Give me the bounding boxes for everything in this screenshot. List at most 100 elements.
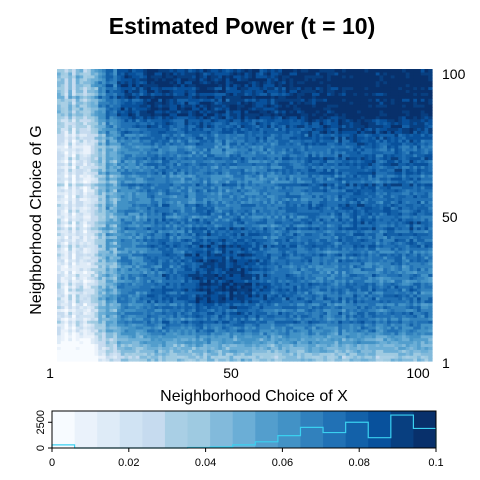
heatmap-cell bbox=[165, 159, 171, 164]
heatmap-cell bbox=[165, 177, 171, 181]
heatmap-cell bbox=[229, 165, 234, 169]
heatmap-cell bbox=[57, 317, 62, 321]
heatmap-cell bbox=[120, 273, 126, 277]
heatmap-cell bbox=[94, 194, 99, 199]
heatmap-cell bbox=[180, 127, 186, 131]
heatmap-cell bbox=[79, 188, 84, 193]
heatmap-cell bbox=[218, 77, 223, 82]
heatmap-cell bbox=[195, 346, 201, 350]
heatmap-cell bbox=[214, 317, 219, 321]
heatmap-cell bbox=[57, 206, 62, 210]
heatmap-cell bbox=[109, 244, 114, 248]
heatmap-cell bbox=[162, 150, 167, 155]
heatmap-cell bbox=[150, 340, 156, 345]
heatmap-cell bbox=[237, 206, 242, 210]
heatmap-cell bbox=[177, 142, 182, 146]
heatmap-cell bbox=[75, 238, 81, 242]
heatmap-cell bbox=[150, 229, 156, 234]
heatmap-cell bbox=[75, 250, 81, 254]
heatmap-cell bbox=[218, 229, 223, 234]
heatmap-cell bbox=[229, 118, 234, 123]
heatmap-cell bbox=[233, 267, 238, 272]
heatmap-cell bbox=[109, 69, 114, 73]
heatmap-cell bbox=[165, 241, 171, 245]
heatmap-cell bbox=[225, 121, 231, 126]
heatmap-cell bbox=[207, 139, 212, 143]
heatmap-cell bbox=[184, 343, 189, 347]
heatmap-cell bbox=[79, 276, 84, 280]
heatmap-cell bbox=[229, 317, 234, 321]
heatmap-cell bbox=[143, 328, 148, 333]
heatmap-cell bbox=[158, 133, 163, 137]
heatmap-cell bbox=[177, 168, 182, 172]
heatmap-cell bbox=[210, 346, 216, 350]
heatmap-cell bbox=[147, 191, 152, 196]
heatmap-cell bbox=[57, 238, 62, 242]
heatmap-cell bbox=[109, 337, 114, 342]
heatmap-cell bbox=[207, 95, 212, 99]
heatmap-cell bbox=[229, 235, 234, 239]
heatmap-cell bbox=[117, 252, 122, 257]
heatmap-cell bbox=[132, 323, 137, 327]
heatmap-cell bbox=[72, 226, 77, 231]
heatmap-cell bbox=[135, 215, 141, 219]
heatmap-cell bbox=[199, 229, 204, 234]
heatmap-cell bbox=[98, 314, 103, 318]
heatmap-cell bbox=[124, 270, 129, 274]
heatmap-cell bbox=[180, 200, 186, 204]
heatmap-cell bbox=[128, 334, 133, 339]
heatmap-cell bbox=[154, 171, 159, 175]
heatmap-cell bbox=[225, 358, 231, 362]
heatmap-cell bbox=[177, 267, 182, 272]
heatmap-cell bbox=[150, 127, 156, 131]
heatmap-cell bbox=[120, 241, 126, 245]
heatmap-cell bbox=[68, 226, 73, 231]
heatmap-cell bbox=[105, 244, 111, 248]
heatmap-cell bbox=[117, 302, 122, 307]
heatmap-cell bbox=[233, 276, 238, 280]
heatmap-cell bbox=[203, 331, 208, 336]
heatmap-cell bbox=[68, 346, 73, 350]
heatmap-cell bbox=[195, 226, 201, 231]
heatmap-cell bbox=[90, 179, 96, 184]
heatmap-cell bbox=[154, 290, 159, 295]
heatmap-cell bbox=[195, 109, 201, 114]
heatmap-cell bbox=[210, 80, 216, 85]
heatmap-cell bbox=[188, 83, 193, 88]
heatmap-cell bbox=[150, 142, 156, 146]
heatmap-cell bbox=[158, 311, 163, 315]
heatmap-cell bbox=[180, 258, 186, 263]
heatmap-cell bbox=[87, 255, 92, 260]
heatmap-cell bbox=[102, 144, 107, 149]
heatmap-cell bbox=[177, 320, 182, 324]
heatmap-cell bbox=[94, 223, 99, 228]
heatmap-cell bbox=[147, 185, 152, 190]
heatmap-cell bbox=[184, 238, 189, 242]
heatmap-cell bbox=[117, 282, 122, 286]
heatmap-cell bbox=[150, 194, 156, 199]
heatmap-cell bbox=[192, 212, 197, 216]
heatmap-cell bbox=[139, 334, 144, 339]
heatmap-cell bbox=[90, 106, 96, 111]
heatmap-cell bbox=[90, 340, 96, 345]
heatmap-cell bbox=[64, 229, 69, 234]
heatmap-cell bbox=[128, 349, 133, 353]
heatmap-cell bbox=[94, 159, 99, 164]
heatmap-cell bbox=[128, 127, 133, 131]
heatmap-cell bbox=[210, 226, 216, 231]
heatmap-cell bbox=[105, 194, 111, 199]
heatmap-cell bbox=[68, 220, 73, 225]
heatmap-cell bbox=[147, 282, 152, 286]
heatmap-cell bbox=[154, 223, 159, 228]
heatmap-cell bbox=[207, 109, 212, 114]
heatmap-cell bbox=[180, 305, 186, 310]
heatmap-cell bbox=[132, 165, 137, 169]
heatmap-cell bbox=[135, 270, 141, 274]
heatmap-cell bbox=[158, 86, 163, 91]
heatmap-cell bbox=[57, 282, 62, 286]
heatmap-cell bbox=[207, 130, 212, 134]
heatmap-cell bbox=[229, 279, 234, 283]
heatmap-cell bbox=[150, 179, 156, 184]
heatmap-cell bbox=[158, 95, 163, 99]
heatmap-cell bbox=[64, 258, 69, 263]
